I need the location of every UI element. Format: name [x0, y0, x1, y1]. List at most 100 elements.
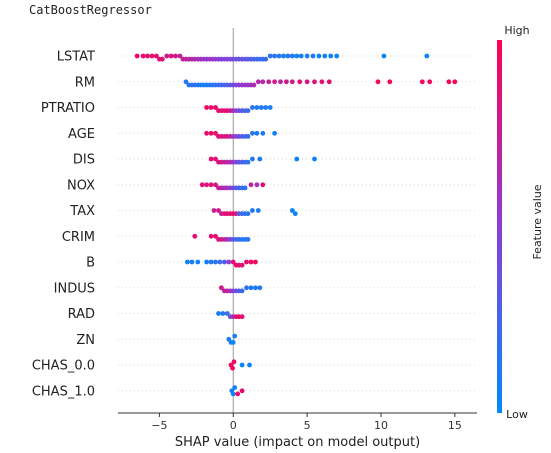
shap-point: [289, 53, 295, 59]
shap-point: [244, 259, 249, 265]
shap-point: [213, 233, 218, 239]
shap-point: [446, 79, 452, 85]
x-tick-label: 10: [374, 419, 388, 432]
shap-point: [231, 359, 237, 365]
shap-point: [312, 156, 317, 162]
shap-point: [208, 233, 214, 239]
shap-point: [239, 314, 245, 320]
shap-point: [281, 53, 286, 59]
shap-point: [183, 79, 189, 85]
feature-label: RM: [75, 75, 95, 90]
shap-point: [310, 53, 316, 59]
x-axis-label: SHAP value (impact on model output): [175, 435, 420, 450]
shap-point: [219, 285, 224, 291]
shap-point: [164, 53, 170, 59]
shap-point: [216, 208, 221, 213]
shap-point: [250, 105, 255, 110]
shap-point: [312, 79, 317, 85]
shap-point: [294, 156, 300, 162]
feature-label: LSTAT: [57, 50, 95, 65]
shap-point: [255, 79, 261, 85]
shap-point: [235, 391, 241, 397]
shap-point: [257, 156, 263, 162]
shap-point: [272, 130, 277, 136]
shap-point: [140, 53, 146, 59]
shap-point: [375, 79, 381, 85]
feature-label: CHAS_1.0: [32, 384, 95, 399]
shap-point: [387, 79, 393, 85]
colorbar-low-label: Low: [506, 408, 528, 421]
shap-point: [242, 185, 248, 191]
shap-point: [452, 79, 458, 85]
feature-label: INDUS: [54, 281, 95, 296]
x-axis-ticks: −5 0 5 10 15: [151, 413, 462, 432]
shap-point: [230, 365, 235, 371]
feature-label: RAD: [68, 307, 95, 322]
shap-point: [250, 156, 255, 162]
feature-label: AGE: [68, 127, 95, 142]
shap-point: [254, 182, 260, 188]
shap-point: [326, 79, 332, 85]
shap-point: [272, 79, 277, 85]
feature-label: CHAS_0.0: [32, 359, 95, 374]
shap-point: [278, 79, 283, 85]
shap-point: [419, 79, 425, 85]
shap-point: [232, 385, 238, 390]
shap-points: [134, 53, 458, 397]
shap-point: [294, 53, 300, 59]
shap-point: [272, 53, 277, 59]
shap-point: [189, 259, 195, 265]
shap-point: [267, 53, 273, 59]
shap-point: [239, 388, 245, 394]
shap-point: [253, 285, 258, 291]
colorbar-high-label: High: [504, 24, 529, 37]
shap-point: [258, 105, 264, 110]
shap-point: [208, 105, 214, 110]
feature-label: DIS: [73, 153, 95, 168]
shap-point: [239, 262, 245, 268]
shap-point: [204, 105, 210, 110]
shap-point: [263, 105, 269, 110]
feature-label: CRIM: [62, 230, 95, 245]
shap-point: [192, 233, 198, 239]
feature-label: NOX: [67, 178, 95, 193]
colorbar-title: Feature value: [531, 184, 544, 259]
shap-point: [250, 130, 255, 136]
shap-point: [424, 53, 430, 59]
shap-point: [298, 53, 304, 59]
shap-point: [322, 53, 328, 59]
shap-point: [245, 237, 251, 242]
shap-point: [204, 130, 210, 136]
shap-point: [224, 311, 230, 316]
shap-point: [254, 105, 260, 110]
shap-point: [267, 105, 273, 110]
shap-point: [251, 82, 257, 88]
shap-point: [304, 53, 310, 59]
shap-point: [145, 53, 150, 59]
shap-point: [213, 105, 218, 110]
shap-point: [248, 182, 254, 188]
feature-rows: LSTAT RM PTRATIO AGE DIS NOX TAX CRIM B INDUS RAD Z…: [32, 50, 477, 399]
x-tick-label: 15: [448, 419, 462, 432]
shap-point: [213, 182, 218, 188]
shap-point: [134, 53, 140, 59]
shap-point: [220, 311, 226, 316]
shap-point: [260, 79, 266, 85]
shap-point: [319, 79, 325, 85]
shap-point: [304, 79, 310, 85]
shap-point: [230, 259, 236, 265]
shap-point: [263, 56, 269, 62]
shap-point: [248, 285, 254, 291]
shap-point: [289, 79, 295, 85]
x-tick-label: 0: [230, 419, 237, 432]
x-tick-label: 5: [304, 419, 311, 432]
shap-point: [177, 53, 183, 59]
shap-point: [292, 211, 298, 217]
shap-point: [199, 182, 205, 188]
feature-label: B: [86, 256, 95, 271]
shap-point: [245, 159, 251, 165]
shap-point: [260, 182, 266, 188]
shap-point: [297, 79, 303, 85]
shap-point: [247, 362, 252, 368]
